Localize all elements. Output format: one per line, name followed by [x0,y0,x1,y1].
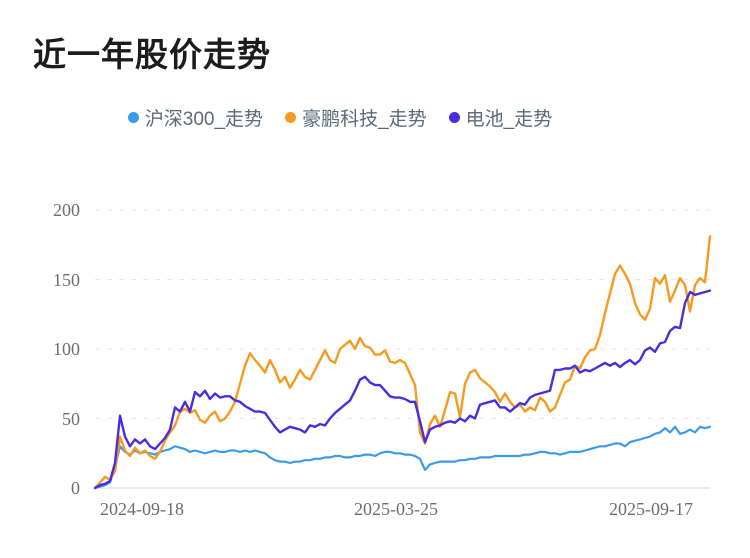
y-tick-label: 50 [62,408,80,429]
y-tick-label: 150 [53,269,80,290]
legend-dot-icon [127,111,139,123]
x-tick-label: 2025-03-25 [354,499,438,519]
legend: 沪深300_走势 豪鹏科技_走势 电池_走势 [0,104,680,131]
page-title: 近一年股价走势 [33,36,271,73]
y-tick-label: 0 [71,478,80,498]
legend-dot-icon [448,111,460,123]
x-tick-label: 2024-09-18 [100,499,184,519]
series-line-1 [93,425,712,490]
legend-item-label: 沪深300_走势 [144,108,264,130]
x-tick-label: 2025-09-17 [609,499,693,519]
y-tick-label: 100 [53,339,80,359]
legend-item-label: 豪鹏科技_走势 [302,108,427,130]
legend-item-1[interactable]: 沪深300_走势 [127,104,264,131]
legend-item-label: 电池_走势 [465,108,553,130]
series-line-3 [93,289,712,490]
series-line-2 [93,235,712,490]
legend-item-2[interactable]: 豪鹏科技_走势 [285,104,427,131]
legend-dot-icon [285,111,297,123]
legend-item-3[interactable]: 电池_走势 [448,104,553,131]
y-tick-label: 200 [53,200,80,220]
